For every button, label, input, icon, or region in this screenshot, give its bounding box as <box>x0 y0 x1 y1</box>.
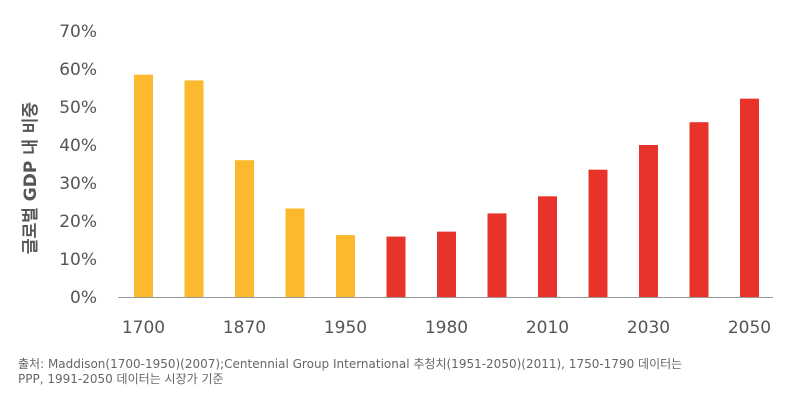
y-axis-label: 글로벌 GDP 내 비중 <box>21 102 41 254</box>
source-line-2: PPP, 1991-2050 데이터는 시장가 기준 <box>18 372 224 386</box>
bars <box>134 74 759 298</box>
y-tick-label: 60% <box>59 60 97 80</box>
x-tick-label: 2050 <box>728 318 771 338</box>
bar-2040 <box>689 122 709 297</box>
x-tick-label: 1700 <box>122 318 165 338</box>
bar-2030 <box>639 145 658 297</box>
x-tick-label: 1950 <box>324 318 367 338</box>
y-tick-label: 30% <box>59 174 97 194</box>
y-tick-label: 40% <box>59 136 97 156</box>
bar-1820 <box>184 80 204 298</box>
x-axis-ticks: 1700 1870 1950 1980 2010 2030 2050 <box>122 318 771 338</box>
bar-2020 <box>588 169 608 297</box>
x-tick-label: 2030 <box>627 318 670 338</box>
bar-2000 <box>487 213 507 297</box>
y-tick-label: 10% <box>59 250 97 270</box>
bar-2050 <box>740 98 759 297</box>
bar-1870 <box>235 160 254 297</box>
bar-chart: 글로벌 GDP 내 비중 0% 10% 20% 30% 40% 50% 60% 70% 170… <box>21 22 773 338</box>
y-tick-label: 20% <box>59 212 97 232</box>
y-tick-label: 70% <box>59 22 97 42</box>
bar-1700 <box>134 74 153 297</box>
bar-2010 <box>538 196 557 297</box>
x-tick-label: 1870 <box>223 318 266 338</box>
bar-1980 <box>437 231 456 297</box>
source-line-1: 출처: Maddison(1700-1950)(2007);Centennial… <box>18 357 683 371</box>
y-tick-label: 0% <box>70 288 97 308</box>
y-axis-ticks: 0% 10% 20% 30% 40% 50% 60% 70% <box>59 22 97 308</box>
y-tick-label: 50% <box>59 98 97 118</box>
bar-1973 <box>386 236 406 297</box>
source-note: 출처: Maddison(1700-1950)(2007);Centennial… <box>18 357 798 387</box>
bar-1913 <box>285 208 305 297</box>
x-tick-label: 1980 <box>425 318 468 338</box>
x-tick-label: 2010 <box>526 318 569 338</box>
bar-1950 <box>336 235 355 297</box>
